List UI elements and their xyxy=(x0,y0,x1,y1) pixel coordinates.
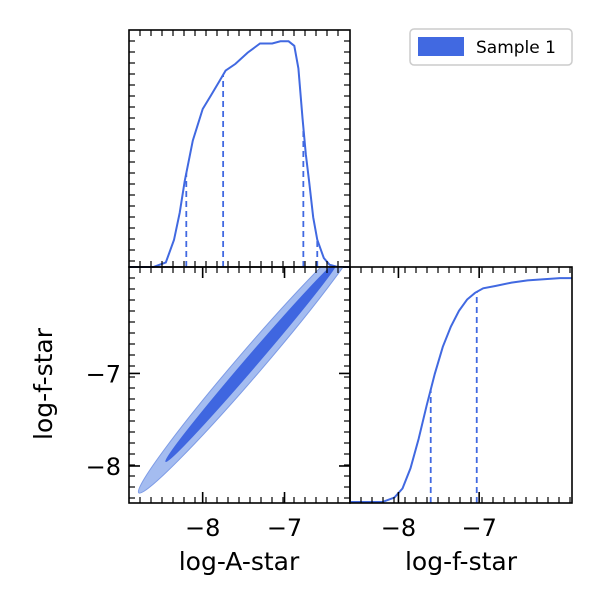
x-tick-label: −7 xyxy=(461,514,496,542)
x-tick-label: −8 xyxy=(185,514,220,542)
y-axis-label-joint: log-f-star xyxy=(29,327,58,440)
marginal-panel-top-left xyxy=(128,29,351,268)
cdf-frame xyxy=(349,266,573,504)
x-axis-label-cdf: log-f-star xyxy=(405,547,518,576)
x-axis-label-joint: log-A-star xyxy=(179,547,300,576)
x-tick-label: −7 xyxy=(267,514,302,542)
legend-label: Sample 1 xyxy=(476,38,556,58)
marginal-frame xyxy=(128,29,351,268)
legend-swatch xyxy=(418,37,464,56)
x-tick-label: −8 xyxy=(381,514,416,542)
cdf-line xyxy=(350,277,572,503)
marginal-density-line xyxy=(129,40,350,268)
cdf-panel-bottom-right: −8 −7 xyxy=(349,266,573,542)
joint-regions xyxy=(137,267,350,494)
joint-panel-bottom-left: −8 −7 −7 −8 xyxy=(86,266,351,542)
legend: Sample 1 xyxy=(409,28,573,66)
contour-region-inner xyxy=(165,267,339,463)
y-tick-label: −7 xyxy=(86,360,121,388)
y-tick-label: −8 xyxy=(86,453,121,481)
